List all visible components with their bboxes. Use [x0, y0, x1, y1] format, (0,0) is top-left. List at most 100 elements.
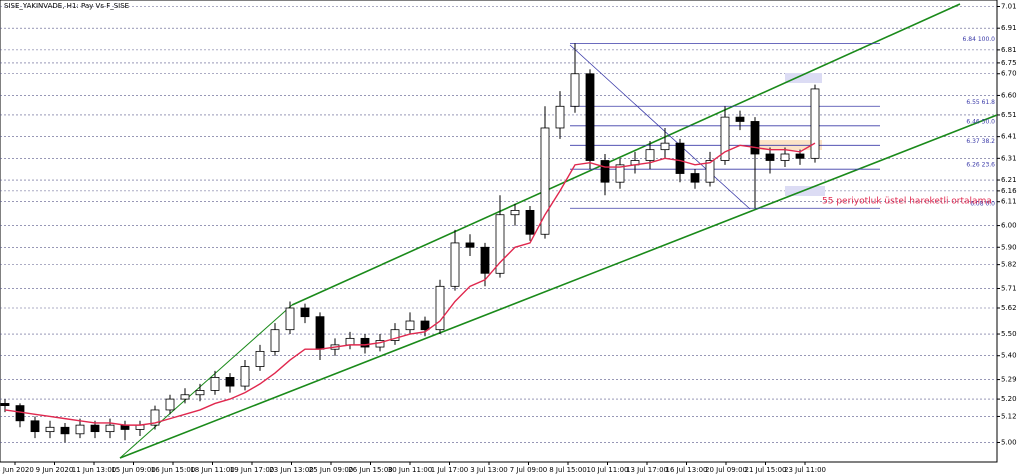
x-tick-label: 19 Jun 17:00: [230, 466, 274, 474]
y-tick-label: 5.82: [1001, 261, 1017, 269]
x-tick-label: 23 Jul 11:00: [784, 466, 826, 474]
fib-label: 6.08 0.0: [970, 201, 995, 208]
fib-label: 6.37 38.2: [966, 138, 995, 145]
candle-body: [240, 366, 250, 387]
y-tick-label: 5.00: [1001, 438, 1017, 446]
candle-body: [525, 209, 535, 235]
candle-body: [450, 242, 460, 287]
candle-body: [795, 153, 805, 159]
x-tick-label: 21 Jul 15:00: [745, 466, 787, 474]
fib-label: 6.55 61.8: [966, 99, 995, 106]
x-tick-label: 26 Jun 15:00: [348, 466, 392, 474]
y-tick-label: 7.01: [1001, 3, 1017, 11]
candle-body: [285, 307, 295, 331]
candle-body: [270, 329, 280, 352]
x-tick-label: 20 Jul 09:00: [705, 466, 747, 474]
y-tick-label: 6.81: [1001, 46, 1017, 54]
candle-body: [45, 426, 55, 433]
x-tick-label: 8 Jun 2020: [0, 466, 34, 474]
candle-body: [600, 160, 610, 183]
y-tick-label: 6.41: [1001, 133, 1017, 141]
y-tick-label: 5.20: [1001, 395, 1017, 403]
x-tick-label: 18 Jun 11:00: [190, 466, 234, 474]
candle-body: [420, 320, 430, 331]
chart-title: SISE_YAKINVADE, H1: Pay Vs F_SISE: [4, 2, 129, 10]
fib-label: 6.26 23.6: [966, 162, 995, 169]
candle-body: [465, 242, 475, 248]
candle-body: [765, 153, 775, 161]
y-tick-label: 5.90: [1001, 243, 1017, 251]
y-tick-label: 6.51: [1001, 111, 1017, 119]
candle-body: [540, 127, 550, 235]
x-tick-label: 16 Jun 15:00: [151, 466, 195, 474]
x-tick-label: 3 Jul 13:00: [470, 466, 508, 474]
channel-edge: [119, 304, 293, 459]
y-tick-label: 6.00: [1001, 222, 1017, 230]
candle-body: [195, 390, 205, 396]
candle-body: [810, 88, 820, 159]
candle-body: [150, 409, 160, 426]
x-tick-label: 9 Jun 2020: [36, 466, 74, 474]
candle-body: [720, 116, 730, 161]
x-tick-label: 15 Jun 09:00: [111, 466, 155, 474]
candle-body: [30, 420, 40, 433]
shade-box: [785, 73, 822, 83]
candle-body: [645, 149, 655, 161]
candles: [0, 43, 820, 443]
candle-body: [105, 424, 115, 433]
y-tick-label: 5.71: [1001, 284, 1017, 292]
y-tick-label: 6.91: [1001, 24, 1017, 32]
candle-body: [60, 426, 70, 435]
candle-body: [0, 403, 10, 407]
y-tick-label: 6.75: [1001, 59, 1017, 67]
candle-body: [300, 307, 310, 318]
candle-body: [570, 73, 580, 107]
y-tick-label: 5.29: [1001, 376, 1017, 384]
shade-box: [785, 186, 825, 196]
candle-body: [390, 329, 400, 341]
x-tick-label: 7 Jul 09:00: [510, 466, 548, 474]
y-tick-label: 5.50: [1001, 330, 1017, 338]
y-tick-label: 5.12: [1001, 412, 1017, 420]
x-tick-label: 16 Jul 13:00: [666, 466, 708, 474]
candle-body: [225, 377, 235, 387]
candle-body: [615, 164, 625, 183]
fib-diagonal: [569, 44, 751, 210]
fib-label: 6.46 50.0: [966, 118, 995, 125]
candle-body: [660, 142, 670, 151]
candle-body: [780, 153, 790, 161]
y-tick-label: 5.40: [1001, 352, 1017, 360]
candle-body: [165, 398, 175, 411]
candle-body: [555, 105, 565, 129]
candle-body: [405, 320, 415, 331]
candle-body: [90, 424, 100, 433]
candle-body: [360, 337, 370, 348]
candle-body: [435, 285, 445, 331]
x-tick-label: 25 Jun 09:00: [309, 466, 353, 474]
candle-body: [705, 160, 715, 183]
channel-upper: [291, 3, 961, 306]
candle-body: [75, 424, 85, 435]
y-tick-label: 6.11: [1001, 198, 1017, 206]
x-tick-label: 30 Jun 11:00: [388, 466, 432, 474]
x-tick-label: 10 Jul 11:00: [587, 466, 629, 474]
y-tick-label: 5.62: [1001, 304, 1017, 312]
x-tick-label: 13 Jul 17:00: [626, 466, 668, 474]
candle-body: [585, 73, 595, 161]
candle-body: [510, 209, 520, 216]
candle-body: [255, 350, 265, 367]
candle-body: [675, 142, 685, 174]
x-tick-label: 11 Jun 13:00: [72, 466, 116, 474]
candle-body: [210, 377, 220, 391]
annotation: 55 periyotluk üstel hareketli ortalama: [822, 197, 992, 207]
candle-body: [495, 214, 505, 274]
y-tick-label: 6.60: [1001, 91, 1017, 99]
fib-label: 6.84 100.0: [963, 36, 996, 43]
x-tick-label: 8 Jul 15:00: [549, 466, 587, 474]
x-tick-label: 1 Jul 17:00: [431, 466, 469, 474]
y-tick-label: 6.31: [1001, 154, 1017, 162]
candle-body: [480, 246, 490, 274]
y-tick-label: 6.21: [1001, 176, 1017, 184]
candle-body: [345, 337, 355, 346]
